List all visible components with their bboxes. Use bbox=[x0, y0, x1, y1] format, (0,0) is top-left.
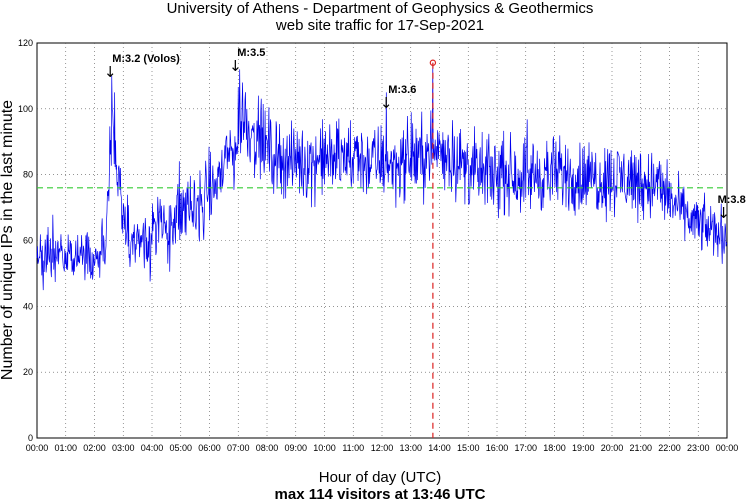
x-tick-label: 11:00 bbox=[342, 443, 364, 453]
y-tick-label: 80 bbox=[23, 170, 33, 180]
max-visitors-footer: max 114 visitors at 13:46 UTC bbox=[275, 486, 486, 502]
x-tick-label: 16:00 bbox=[486, 443, 509, 453]
annotation-arrow-icon: ↓ bbox=[229, 57, 242, 75]
x-tick-label: 04:00 bbox=[141, 443, 164, 453]
x-tick-label: 00:00 bbox=[26, 443, 49, 453]
y-tick-label: 100 bbox=[18, 104, 33, 114]
x-tick-label: 22:00 bbox=[658, 443, 681, 453]
x-tick-label: 17:00 bbox=[514, 443, 537, 453]
chart-title: University of Athens - Department of Geo… bbox=[167, 0, 594, 17]
x-tick-label: 14:00 bbox=[428, 443, 451, 453]
y-tick-label: 120 bbox=[18, 38, 33, 48]
x-tick-label: 23:00 bbox=[687, 443, 710, 453]
x-tick-label: 20:00 bbox=[601, 443, 624, 453]
x-tick-label: 03:00 bbox=[112, 443, 135, 453]
x-tick-label: 09:00 bbox=[284, 443, 307, 453]
x-tick-label: 21:00 bbox=[629, 443, 652, 453]
x-axis-label: Hour of day (UTC) bbox=[319, 469, 442, 486]
x-tick-label: 02:00 bbox=[83, 443, 106, 453]
x-tick-label: 19:00 bbox=[572, 443, 595, 453]
annotation-arrow-icon: ↓ bbox=[104, 63, 117, 81]
annotation-label: M:3.8 bbox=[718, 194, 746, 206]
y-tick-label: 60 bbox=[23, 236, 33, 246]
y-axis-ticks: 0 20 40 60 80 100 120 bbox=[18, 38, 33, 443]
y-tick-label: 0 bbox=[28, 433, 33, 443]
y-tick-label: 20 bbox=[23, 367, 33, 377]
x-axis-ticks: 00:00 01:00 02:00 03:00 04:00 05:00 06:00 07:00… bbox=[26, 443, 739, 453]
annotation-label: M:3.5 bbox=[237, 47, 265, 59]
grid-lines bbox=[37, 43, 727, 438]
x-tick-label: 05:00 bbox=[169, 443, 192, 453]
x-tick-label: 18:00 bbox=[543, 443, 566, 453]
annotation-arrow-icon: ↓ bbox=[717, 204, 730, 222]
annotations: M:3.2 (Volos)↓M:3.5↓M:3.6↓M:3.8↓ bbox=[104, 47, 746, 222]
x-tick-label: 00:00 bbox=[716, 443, 739, 453]
overlays bbox=[37, 59, 727, 438]
x-tick-label: 10:00 bbox=[313, 443, 336, 453]
annotation-label: M:3.2 (Volos) bbox=[112, 53, 180, 65]
x-tick-label: 01:00 bbox=[54, 443, 77, 453]
y-tick-label: 40 bbox=[23, 301, 33, 311]
max-marker-point bbox=[429, 59, 437, 66]
x-tick-label: 12:00 bbox=[371, 443, 394, 453]
annotation-label: M:3.6 bbox=[388, 84, 416, 96]
x-tick-label: 08:00 bbox=[256, 443, 279, 453]
annotation-arrow-icon: ↓ bbox=[380, 94, 393, 112]
y-axis-label: Number of unique IPs in the last minute bbox=[0, 100, 16, 380]
x-tick-label: 06:00 bbox=[198, 443, 221, 453]
x-tick-label: 07:00 bbox=[227, 443, 250, 453]
x-tick-label: 15:00 bbox=[457, 443, 480, 453]
chart-subtitle: web site traffic for 17-Sep-2021 bbox=[275, 17, 484, 34]
x-tick-label: 13:00 bbox=[399, 443, 422, 453]
